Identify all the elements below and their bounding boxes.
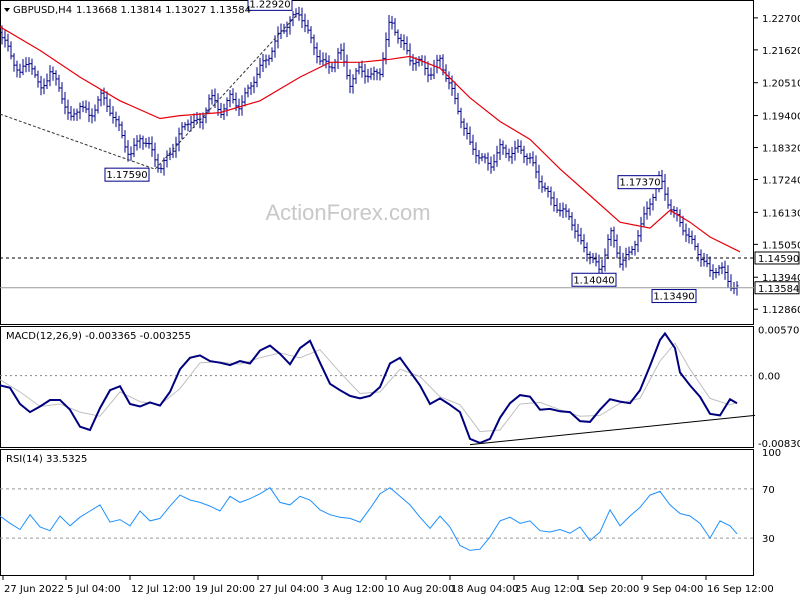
macd-trendline <box>469 414 756 446</box>
price-panel <box>0 0 754 325</box>
price-layer: 1.22920 1.17590 1.17370 1.14040 1.13490 <box>0 0 754 304</box>
macd-line <box>0 331 738 444</box>
price-y-tick-label: 1.12860 <box>762 305 800 316</box>
rsi-layer <box>0 487 754 551</box>
watermark: ActionForex.com <box>265 200 430 225</box>
rsi-y-tick-label: 30 <box>762 534 775 545</box>
x-tick-label: 12 Jul 12:00 <box>131 584 191 595</box>
price-label: 1.22920 <box>249 0 290 10</box>
dashed-trendline <box>0 11 301 170</box>
rsi-line <box>0 487 738 551</box>
rsi-y-tick-label: 100 <box>762 448 781 459</box>
x-tick-label: 16 Sep 12:00 <box>707 584 774 595</box>
price-y-tick-label: 1.20510 <box>762 79 800 90</box>
rsi-y-tick-label: 70 <box>762 485 775 496</box>
macd-y-tick-label: 0.00 <box>758 372 780 383</box>
price-y-tick-label: 1.13940 <box>762 273 800 284</box>
price-label-box <box>247 0 293 11</box>
price-label-box <box>571 272 617 287</box>
price-label: 1.17590 <box>106 170 147 181</box>
price-label: 1.17370 <box>619 178 660 189</box>
macd-y-tick-label: -0.008308 <box>758 439 800 450</box>
price-label: 1.14040 <box>573 275 614 286</box>
rsi-panel <box>0 449 754 576</box>
x-tick-label: 1 Sep 20:00 <box>579 584 639 595</box>
macd-y-tick-label: 0.005708 <box>758 325 800 336</box>
moving-average-line <box>0 26 741 253</box>
x-tick-label: 3 Aug 12:00 <box>323 584 384 595</box>
rsi-title: RSI(14) 33.5325 <box>6 454 87 465</box>
chart-symbol: GBPUSD,H4 <box>13 5 72 16</box>
price-label-box <box>651 289 697 304</box>
macd-panel <box>0 326 754 448</box>
level-tag-label: 1.13584 <box>758 284 799 295</box>
x-tick-label: 27 Jun 2022 <box>4 584 64 595</box>
price-y-tick-label: 1.17240 <box>762 176 800 187</box>
price-y-tick-label: 1.22700 <box>762 14 800 25</box>
level-tag-box <box>754 281 800 295</box>
price-label: 1.13490 <box>653 292 694 303</box>
price-label-box <box>104 167 150 182</box>
level-tag-box <box>754 251 800 265</box>
x-tick-label: 10 Aug 20:00 <box>387 584 454 595</box>
level-tag-label: 1.14590 <box>758 254 799 265</box>
x-tick-label: 25 Aug 12:00 <box>515 584 582 595</box>
price-y-tick-label: 1.15050 <box>762 240 800 251</box>
price-y-tick-label: 1.19400 <box>762 112 800 123</box>
x-tick-label: 18 Aug 04:00 <box>451 584 518 595</box>
x-tick-label: 19 Jul 20:00 <box>195 584 255 595</box>
axes-layer: 1.22700 1.21620 1.20510 1.19400 1.18320 1.172… <box>2 14 800 595</box>
price-label-box <box>617 175 663 190</box>
x-tick-label: 9 Sep 04:00 <box>643 584 703 595</box>
price-y-tick-label: 1.18320 <box>762 144 800 155</box>
x-tick-label: 27 Jul 04:00 <box>259 584 319 595</box>
price-y-tick-label: 1.21620 <box>762 46 800 57</box>
price-y-tick-label: 1.16130 <box>762 208 800 219</box>
macd-layer <box>0 331 756 446</box>
macd-title: MACD(12,26,9) -0.003365 -0.003255 <box>6 331 191 342</box>
x-tick-label: 5 Jul 04:00 <box>67 584 121 595</box>
chart-ohlc: 1.13668 1.13814 1.13027 1.13584 <box>76 5 251 16</box>
dropdown-triangle-icon[interactable] <box>4 8 10 12</box>
